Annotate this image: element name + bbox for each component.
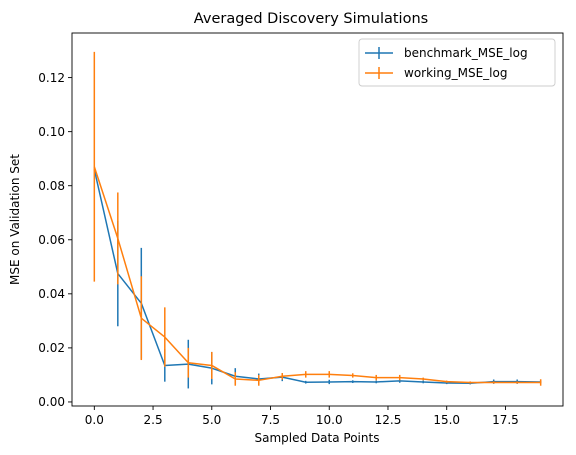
x-axis-ticks: 0.0 2.5 5.0 7.5 10.0 12.5 15.0 17.5: [85, 406, 519, 427]
legend: benchmark_MSE_log working_MSE_log: [358, 38, 556, 87]
y-axis-label: MSE on Validation Set: [8, 154, 22, 285]
axes-background: [72, 33, 563, 406]
y-tick-label: 0.00: [38, 395, 65, 409]
series-layer: [93, 51, 542, 389]
legend-label: working_MSE_log: [404, 66, 507, 80]
y-tick-label: 0.12: [38, 71, 65, 85]
x-tick-label: 12.5: [375, 413, 402, 427]
y-tick-label: 0.04: [38, 287, 65, 301]
y-tick-label: 0.02: [38, 341, 65, 355]
x-tick-label: 5.0: [202, 413, 221, 427]
x-tick-label: 15.0: [433, 413, 460, 427]
axes-frame: [71, 32, 564, 407]
y-axis-ticks: 0.00 0.02 0.04 0.06 0.08 0.10 0.12: [38, 71, 72, 409]
x-tick-label: 7.5: [261, 413, 280, 427]
y-tick-label: 0.08: [38, 179, 65, 193]
x-axis-label: Sampled Data Points: [255, 431, 380, 445]
series-line: [93, 166, 541, 384]
x-tick-label: 17.5: [492, 413, 519, 427]
plot-area: 0.0 2.5 5.0 7.5 10.0 12.5 15.0 17.5 0.000.020.0…: [38, 32, 564, 427]
y-tick-label: 0.10: [38, 125, 65, 139]
x-tick-label: 10.0: [316, 413, 343, 427]
legend-box: [358, 38, 556, 87]
chart-title: Averaged Discovery Simulations: [194, 11, 428, 27]
legend-items: benchmark_MSE_log working_MSE_log: [365, 46, 528, 80]
x-tick-label: 0.0: [85, 413, 104, 427]
x-tick-label: 2.5: [144, 413, 163, 427]
series-working_MSE_log: [93, 51, 542, 386]
y-tick-label: 0.06: [38, 233, 65, 247]
series-line: [93, 169, 541, 385]
legend-label: benchmark_MSE_log: [404, 46, 528, 60]
